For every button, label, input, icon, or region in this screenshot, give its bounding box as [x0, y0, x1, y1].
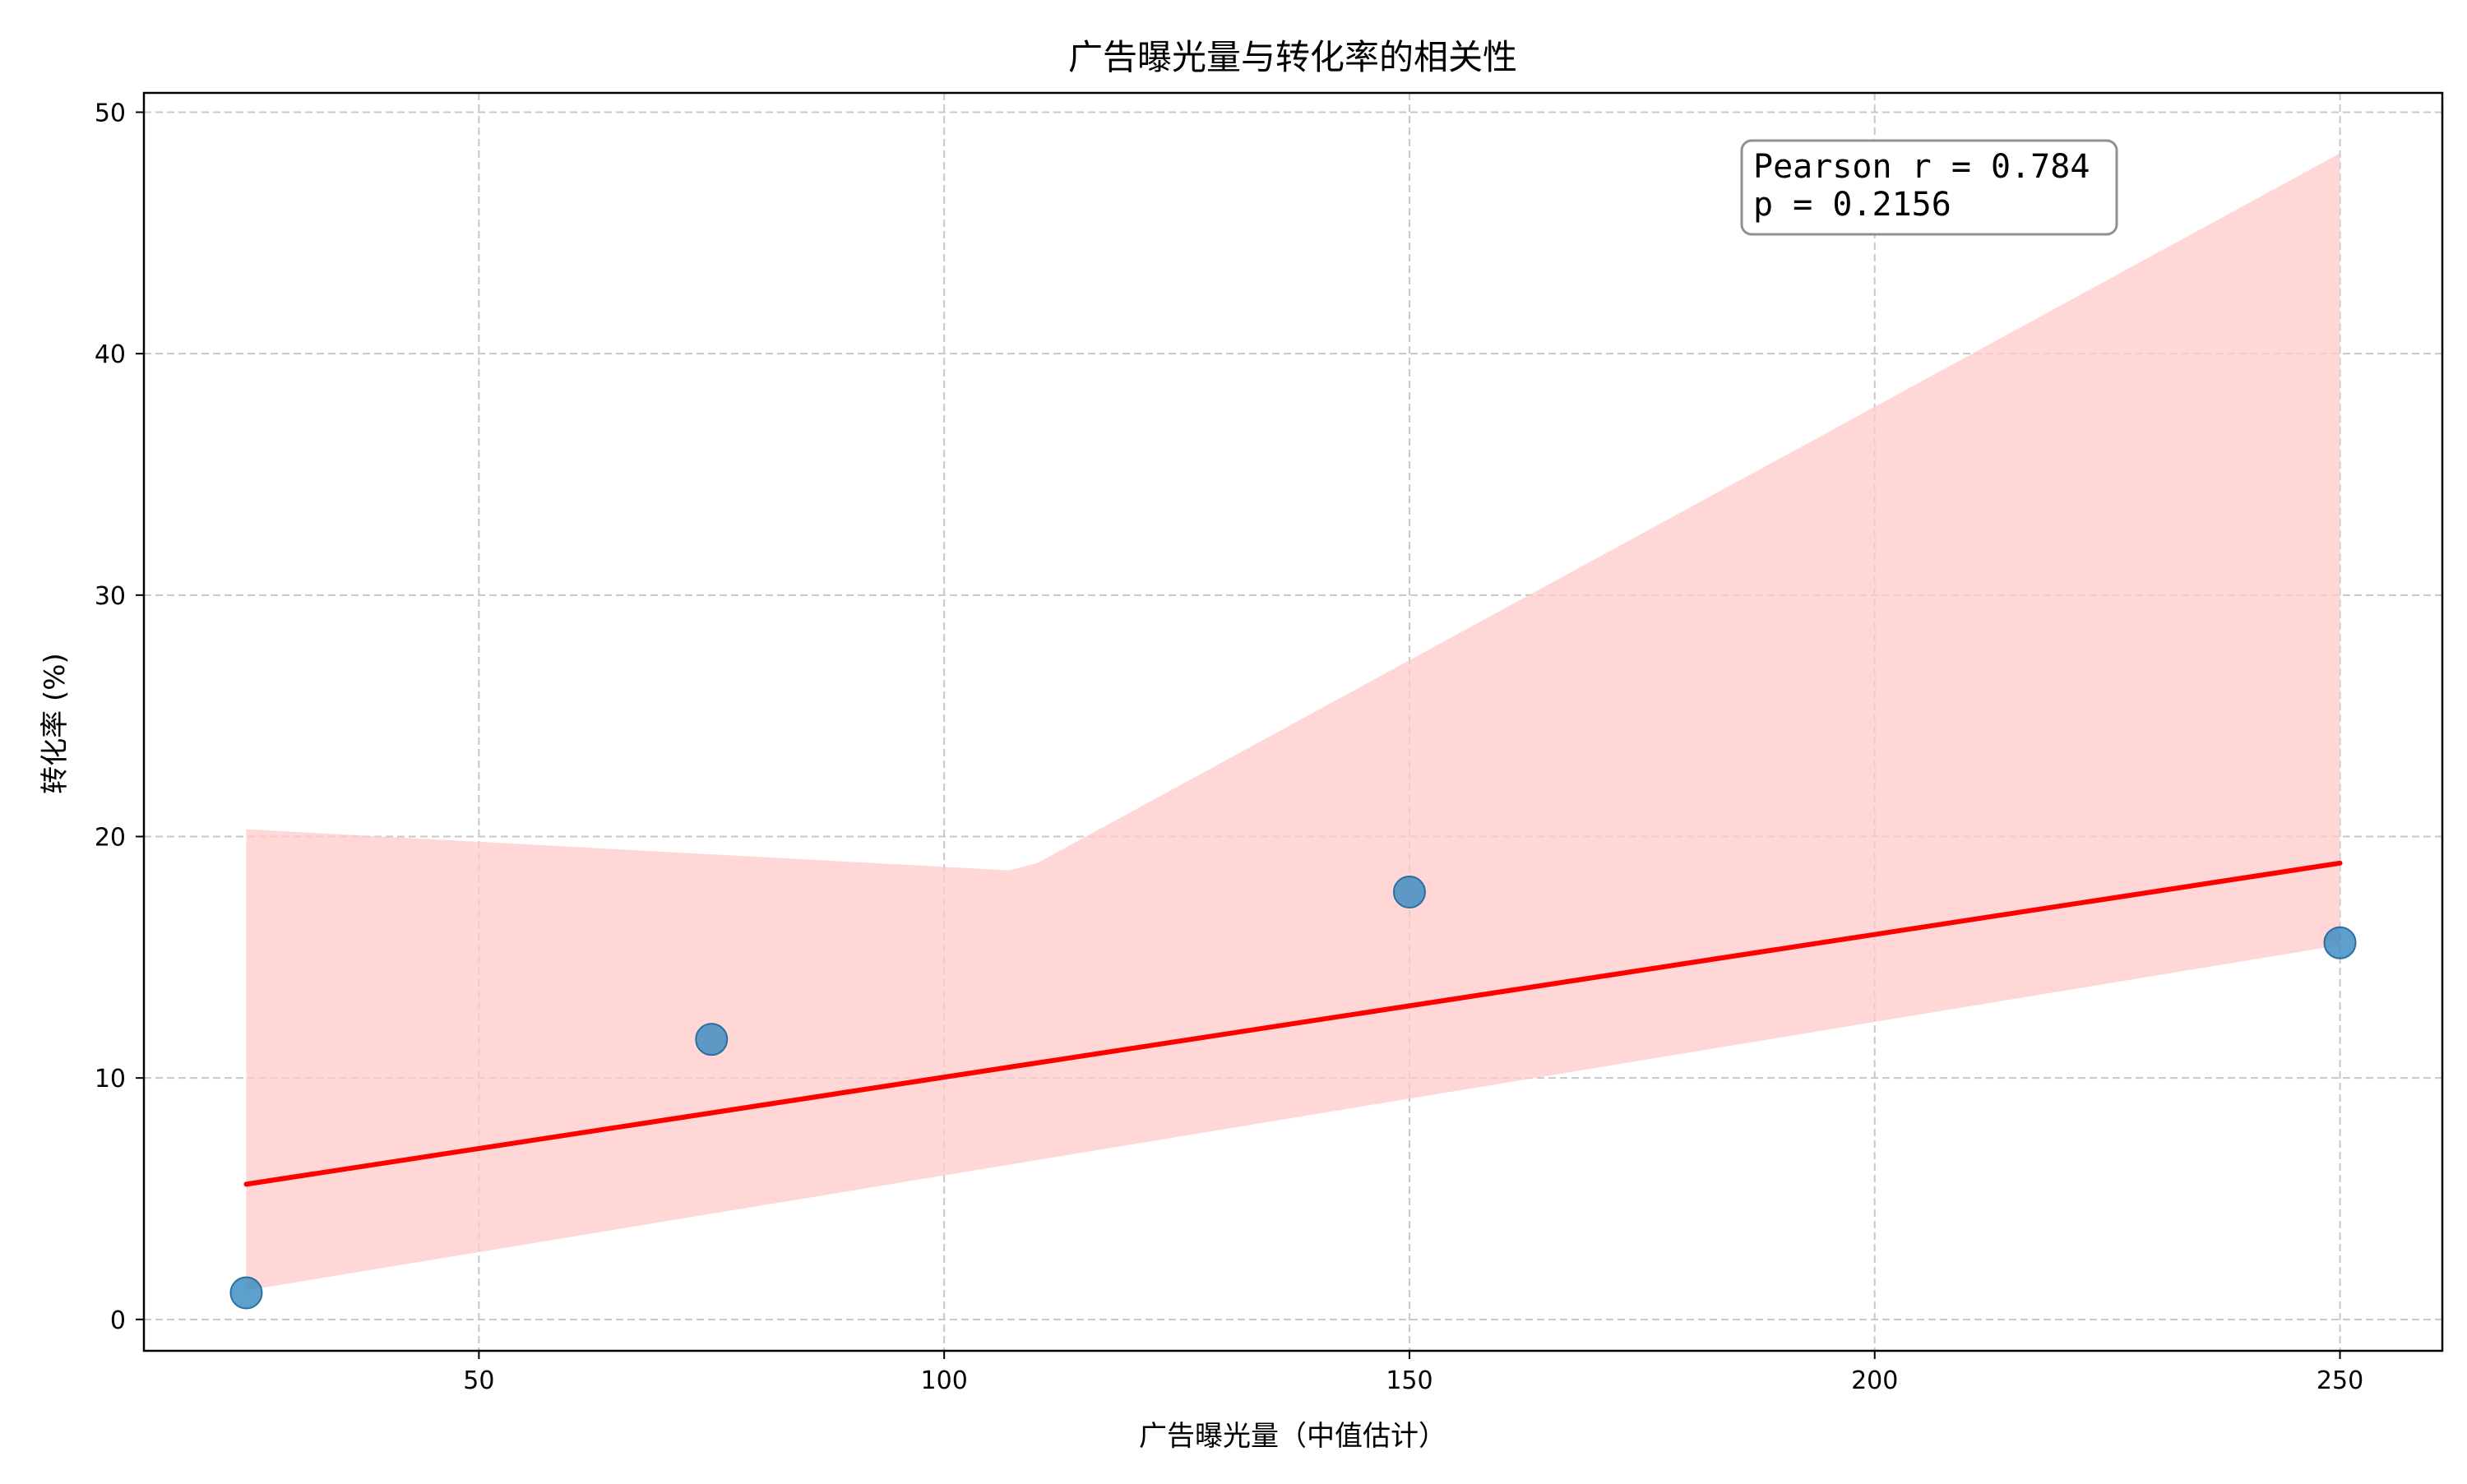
y-tick-label: 20 [95, 823, 126, 852]
data-point [695, 1023, 729, 1056]
x-tick-label: 250 [2317, 1366, 2363, 1395]
x-tick-label: 200 [1851, 1366, 1898, 1395]
regression-line [243, 860, 2343, 1187]
plot-frame [142, 91, 2444, 1352]
data-points-layer [229, 876, 2357, 1310]
chart-title: 广告曝光量与转化率的相关性 [1068, 37, 1517, 77]
y-tick-label: 40 [95, 340, 126, 369]
y-tick-label: 0 [110, 1306, 126, 1335]
statistics-annotation: Pearson r = 0.784 p = 0.2156 [1740, 139, 2118, 236]
pearson-r-text: Pearson r = 0.784 [1753, 148, 2090, 186]
regression-line-layer [243, 860, 2343, 1187]
x-axis-label: 广告曝光量（中值估计） [1139, 1420, 1446, 1453]
y-axis-label: 转化率 (%) [39, 653, 72, 794]
x-tick-label: 150 [1386, 1366, 1433, 1395]
x-tick-label: 50 [463, 1366, 494, 1395]
p-value-text: p = 0.2156 [1753, 186, 1951, 224]
x-tick-label: 100 [921, 1366, 968, 1395]
y-tick-label: 10 [95, 1065, 126, 1093]
data-point [1392, 876, 1426, 909]
data-point [229, 1276, 263, 1310]
y-tick-label: 50 [95, 99, 126, 127]
confidence-band [246, 153, 2340, 1291]
axis-ticks: 50 100 150 200 250 0 10 20 30 40 50 [95, 99, 2363, 1395]
y-tick-label: 30 [95, 582, 126, 611]
data-point [2323, 926, 2357, 959]
statistics-box [1740, 139, 2118, 236]
confidence-band-layer [246, 153, 2340, 1291]
